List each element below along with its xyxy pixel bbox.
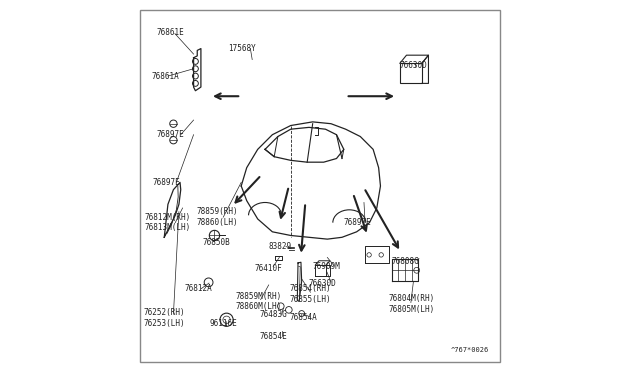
Text: 76897E: 76897E xyxy=(157,130,185,139)
Text: 76854A: 76854A xyxy=(290,314,317,323)
Text: 76630D: 76630D xyxy=(400,61,428,70)
Text: 76804M(RH)
76805M(LH): 76804M(RH) 76805M(LH) xyxy=(389,294,435,314)
Text: 76909M: 76909M xyxy=(313,262,340,271)
Text: 78859(RH)
78860(LH): 78859(RH) 78860(LH) xyxy=(196,208,238,227)
Text: 76861E: 76861E xyxy=(157,28,185,36)
Text: 76897E: 76897E xyxy=(152,178,180,187)
Text: 76812A: 76812A xyxy=(184,284,212,293)
Bar xyxy=(400,63,422,83)
Text: 76252(RH)
76253(LH): 76252(RH) 76253(LH) xyxy=(143,308,185,328)
Text: 96116E: 96116E xyxy=(209,319,237,328)
Text: 76861A: 76861A xyxy=(152,71,179,81)
Text: 17568Y: 17568Y xyxy=(228,44,255,53)
Text: 76483G: 76483G xyxy=(260,311,287,320)
Text: ^767*0026: ^767*0026 xyxy=(451,347,488,353)
Text: 76812M(RH)
76813M(LH): 76812M(RH) 76813M(LH) xyxy=(144,213,190,232)
Text: 76897E: 76897E xyxy=(344,218,372,227)
Text: 76808G: 76808G xyxy=(392,257,419,266)
Text: 78859M(RH)
78860M(LH): 78859M(RH) 78860M(LH) xyxy=(236,292,282,311)
Text: 76630D: 76630D xyxy=(308,279,336,288)
Text: 76850B: 76850B xyxy=(203,238,230,247)
Text: 76410F: 76410F xyxy=(254,264,282,273)
Text: 76854(RH)
76855(LH): 76854(RH) 76855(LH) xyxy=(290,285,332,304)
Text: 76854E: 76854E xyxy=(260,332,287,341)
Text: 83829: 83829 xyxy=(269,242,292,251)
